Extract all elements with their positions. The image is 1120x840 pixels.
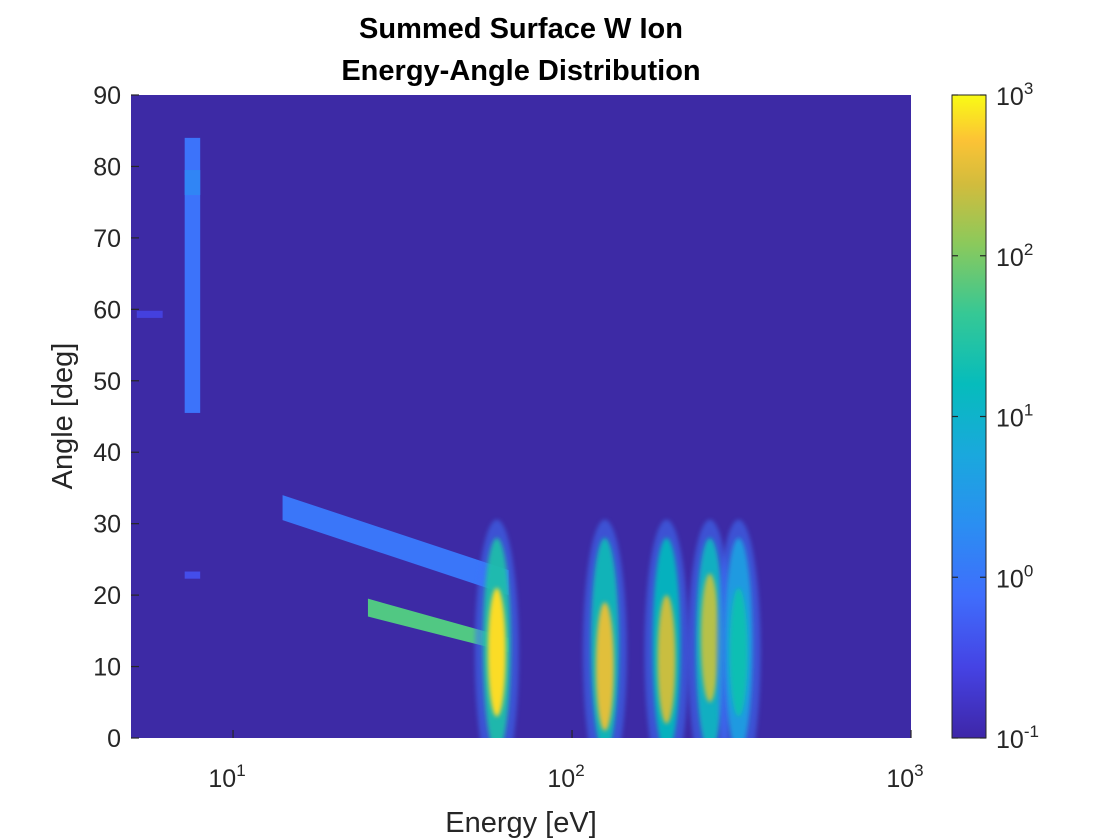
colorbar-axis: 10-1 100 101 102 103 (952, 79, 1039, 754)
heatmap-peak-core-8 (657, 595, 676, 724)
colorbar-tick-label-4: 103 (996, 79, 1033, 111)
heatmap-peak-core-9 (700, 573, 719, 703)
x-axis-label: Energy [eV] (445, 807, 597, 839)
y-axis-label: Angle [deg] (47, 343, 79, 490)
y-tick-label-5: 50 (93, 368, 121, 396)
y-tick-label-8: 80 (93, 153, 121, 181)
y-tick-label-3: 30 (93, 511, 121, 539)
heatmap-band-2 (136, 310, 163, 318)
heatmap-band-0 (184, 137, 201, 413)
y-tick-label-1: 10 (93, 654, 121, 682)
heatmap-peak-core-7 (595, 602, 614, 731)
colorbar-tick-label-1: 100 (996, 561, 1033, 593)
chart-title-line-1: Summed Surface W Ion (359, 13, 683, 45)
x-tick-label-2: 103 (886, 761, 923, 793)
y-tick-label-9: 90 (93, 82, 121, 110)
colorbar-tick-label-3: 102 (996, 240, 1033, 272)
colorbar-tick-label-2: 101 (996, 401, 1033, 433)
heatmap-blob-1 (184, 170, 201, 196)
heatmap-streak-4 (282, 495, 509, 596)
y-tick-label-2: 20 (93, 582, 121, 610)
heatmap-streak-5 (367, 598, 509, 653)
heatmap-marks (136, 137, 761, 738)
y-axis: 0 10 20 30 40 50 60 70 80 90 (93, 82, 139, 753)
y-tick-label-4: 40 (93, 439, 121, 467)
heatmap-peak-core-10 (729, 587, 748, 717)
chart-title-line-2: Energy-Angle Distribution (341, 55, 700, 87)
y-tick-label-7: 70 (93, 225, 121, 253)
plot-background (131, 95, 911, 738)
x-tick-label-1: 102 (547, 761, 584, 793)
heatmap-peak-core-6 (487, 587, 506, 717)
y-tick-label-0: 0 (107, 725, 121, 753)
colorbar-tick-label-0: 10-1 (996, 722, 1039, 754)
x-axis: 101 102 103 (208, 730, 924, 793)
x-tick-label-0: 101 (208, 761, 245, 793)
y-tick-label-6: 60 (93, 296, 121, 324)
heatmap-band-3 (184, 571, 201, 579)
